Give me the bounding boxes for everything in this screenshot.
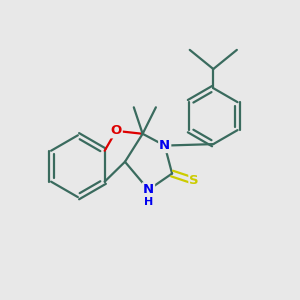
Text: H: H bbox=[144, 197, 153, 207]
Text: N: N bbox=[143, 183, 154, 196]
Text: S: S bbox=[189, 174, 199, 188]
Text: O: O bbox=[110, 124, 122, 137]
Text: N: N bbox=[159, 139, 170, 152]
